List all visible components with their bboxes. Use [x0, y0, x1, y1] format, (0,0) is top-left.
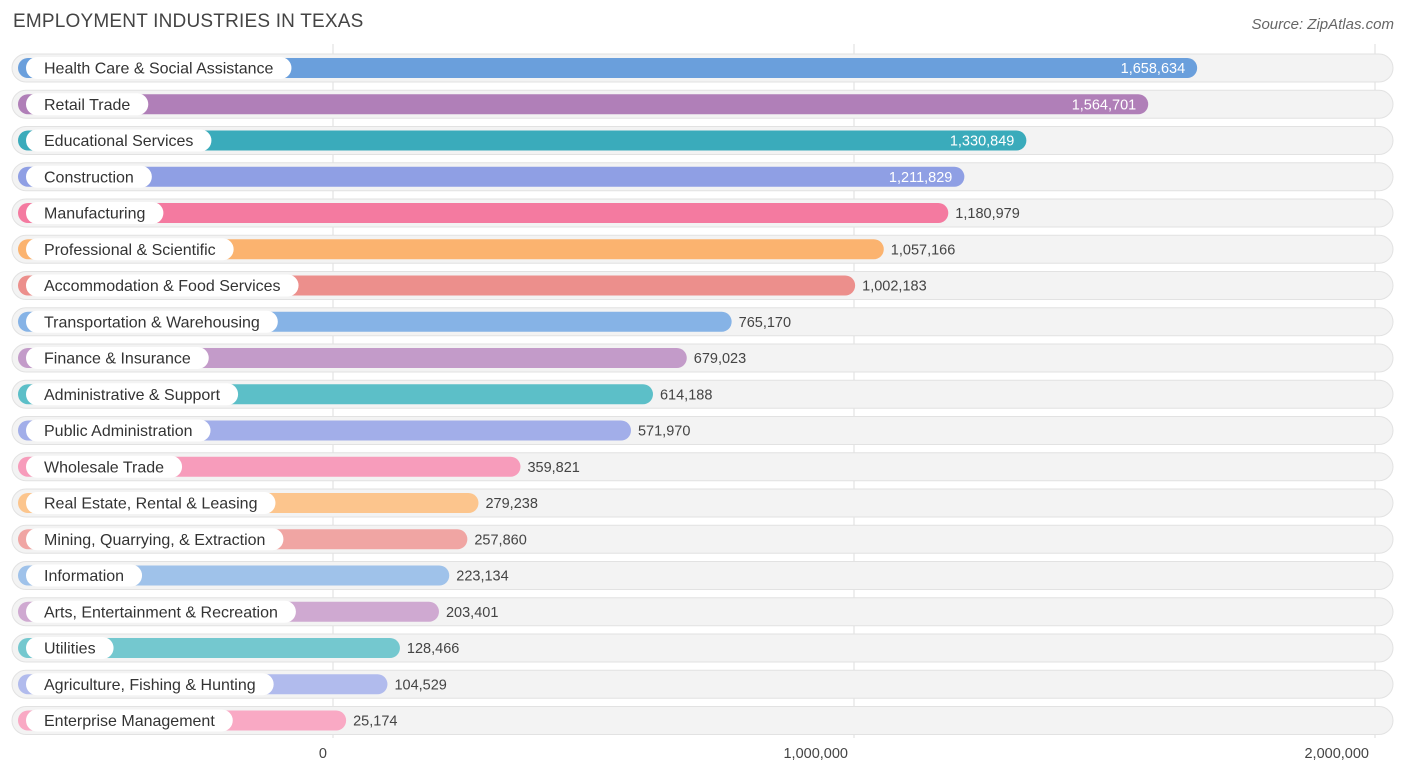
category-label: Enterprise Management — [44, 713, 215, 730]
category-label: Public Administration — [44, 423, 193, 440]
bar-row: Retail Trade 1,564,701 — [11, 89, 1394, 119]
value-label: 128,466 — [407, 641, 459, 657]
bar — [18, 166, 965, 187]
bar-row: Public Administration 571,970 — [11, 416, 1394, 445]
category-label-pill — [26, 274, 299, 297]
category-label-pill — [26, 709, 233, 732]
value-label: 1,002,183 — [862, 279, 927, 295]
value-label: 1,180,979 — [955, 206, 1020, 222]
value-label: 359,821 — [527, 460, 579, 476]
category-label-pill — [26, 310, 278, 333]
category-label: Administrative & Support — [44, 387, 221, 404]
bar-row: Construction 1,211,829 — [11, 162, 1394, 192]
value-label: 614,188 — [660, 387, 712, 403]
value-label: 1,211,829 — [889, 170, 952, 186]
chart-source: Source: ZipAtlas.com — [1251, 16, 1394, 33]
bar-row: Professional & Scientific 1,057,166 — [11, 234, 1394, 264]
category-label-pill — [26, 673, 274, 696]
value-label: 571,970 — [638, 424, 690, 440]
category-label-pill — [26, 492, 276, 514]
category-label-pill — [26, 202, 164, 224]
category-label-pill — [26, 165, 152, 188]
category-label-pill — [26, 57, 292, 79]
category-label: Health Care & Social Assistance — [44, 61, 274, 78]
category-label: Retail Trade — [44, 97, 130, 114]
x-tick-label: 1,000,000 — [783, 746, 848, 762]
bar-row: Transportation & Warehousing 765,170 — [11, 307, 1394, 337]
value-label: 104,529 — [394, 677, 446, 693]
category-label-pill — [26, 419, 211, 442]
bar-track — [11, 706, 1394, 735]
bar-row: Arts, Entertainment & Recreation 203,401 — [11, 597, 1394, 627]
bar-row: Agriculture, Fishing & Hunting 104,529 — [11, 669, 1394, 699]
category-label-pill — [26, 383, 239, 406]
bar — [18, 130, 1027, 151]
bar-row: Enterprise Management 25,174 — [11, 706, 1394, 735]
category-label: Educational Services — [44, 133, 193, 150]
value-label: 223,134 — [456, 569, 508, 585]
bar-row: Information 223,134 — [11, 561, 1394, 590]
category-label: Finance & Insurance — [44, 351, 191, 368]
category-label-pill — [26, 455, 183, 478]
x-tick-label: 0 — [319, 746, 327, 762]
category-label: Utilities — [44, 641, 96, 658]
category-label-pill — [26, 93, 149, 116]
category-label-pill — [26, 600, 296, 623]
bar-row: Manufacturing 1,180,979 — [11, 198, 1394, 228]
value-label: 1,330,849 — [950, 134, 1015, 150]
bar — [18, 58, 1198, 78]
category-label-pill — [26, 238, 234, 261]
category-label: Arts, Entertainment & Recreation — [44, 604, 278, 621]
category-label: Transportation & Warehousing — [44, 314, 260, 331]
category-label: Real Estate, Rental & Leasing — [44, 496, 257, 513]
chart-title: EMPLOYMENT INDUSTRIES IN TEXAS — [13, 11, 364, 32]
bar-row: Real Estate, Rental & Leasing 279,238 — [11, 488, 1394, 518]
bar-row: Educational Services 1,330,849 — [11, 126, 1394, 155]
x-axis-ticks: 0 1,000,000 2,000,000 — [319, 746, 1369, 762]
category-label-pill — [26, 129, 212, 152]
category-label: Construction — [44, 169, 134, 186]
bar — [18, 638, 400, 658]
value-label: 1,564,701 — [1072, 97, 1137, 113]
bar-rows: Health Care & Social Assistance 1,658,634… — [11, 53, 1394, 735]
bar-row: Mining, Quarrying, & Extraction 257,860 — [11, 524, 1394, 554]
category-label: Professional & Scientific — [44, 242, 216, 259]
category-label: Accommodation & Food Services — [44, 278, 281, 295]
category-label: Information — [44, 568, 124, 585]
value-label: 25,174 — [353, 714, 397, 730]
bar-row: Wholesale Trade 359,821 — [11, 452, 1394, 482]
bar — [18, 239, 884, 260]
value-label: 203,401 — [446, 605, 498, 621]
value-label: 765,170 — [739, 315, 791, 331]
category-label: Agriculture, Fishing & Hunting — [44, 677, 256, 694]
bar-row: Finance & Insurance 679,023 — [11, 343, 1394, 373]
bar-row: Administrative & Support 614,188 — [11, 379, 1394, 409]
category-label: Manufacturing — [44, 206, 145, 223]
value-label: 279,238 — [485, 496, 537, 512]
category-label: Wholesale Trade — [44, 459, 164, 476]
value-label: 679,023 — [694, 351, 746, 367]
bar-row: Health Care & Social Assistance 1,658,634 — [11, 53, 1394, 83]
category-label-pill — [26, 347, 209, 369]
category-label-pill — [26, 564, 143, 587]
x-tick-label: 2,000,000 — [1304, 746, 1369, 762]
bar — [18, 94, 1149, 115]
bar-row: Utilities 128,466 — [11, 633, 1394, 663]
category-label-pill — [26, 637, 114, 659]
bar-row: Accommodation & Food Services 1,002,183 — [11, 271, 1394, 300]
value-label: 1,658,634 — [1121, 61, 1186, 77]
value-label: 1,057,166 — [891, 242, 956, 258]
category-label-pill — [26, 528, 284, 551]
value-label: 257,860 — [474, 532, 526, 548]
bar — [18, 203, 949, 223]
category-label: Mining, Quarrying, & Extraction — [44, 532, 265, 549]
